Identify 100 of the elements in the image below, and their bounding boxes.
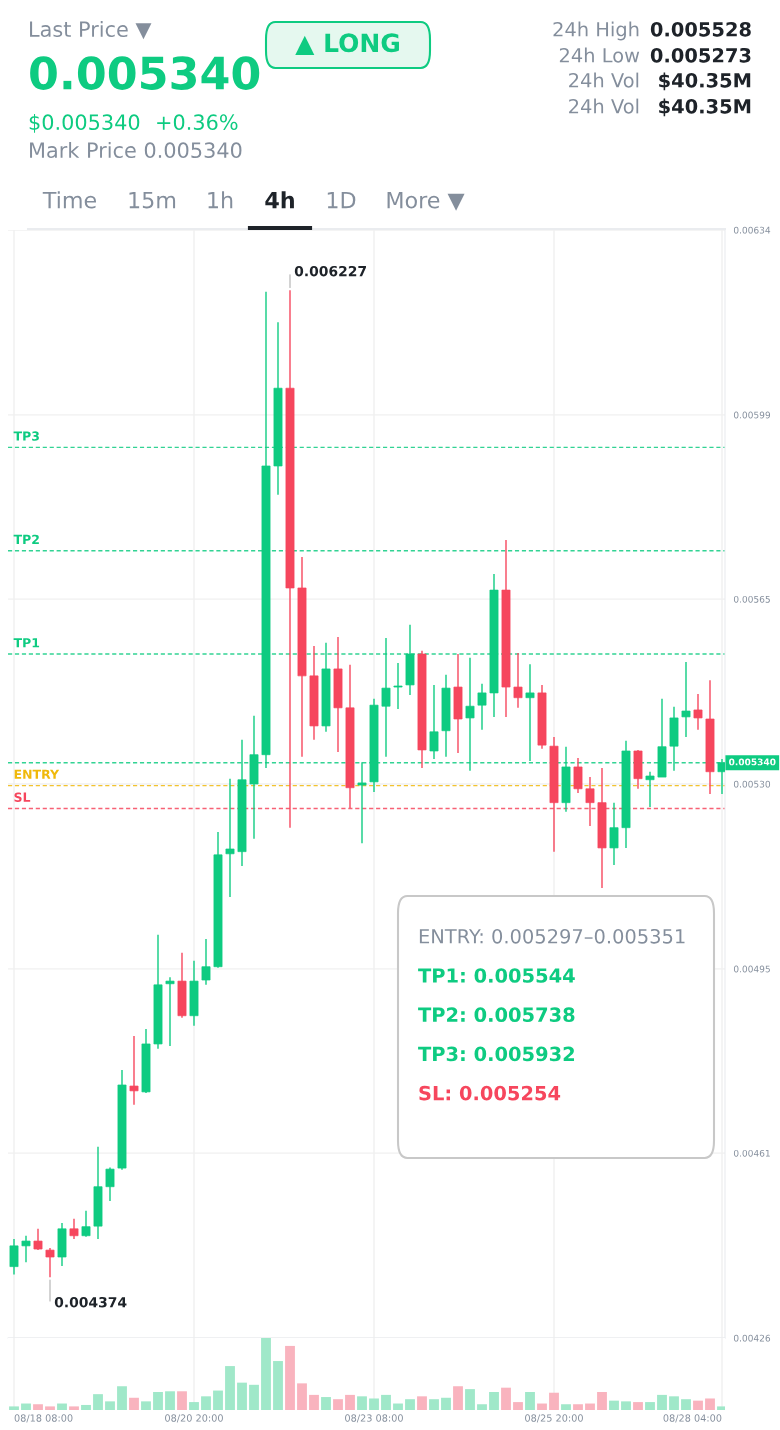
bar xyxy=(165,1391,175,1410)
y-tick-label: 0.00634 xyxy=(733,226,771,234)
bar xyxy=(441,1397,451,1410)
x-tick-label: 08/25 20:00 xyxy=(525,1414,583,1423)
y-tick-label: 0.00565 xyxy=(733,595,770,603)
ref-line-label: TP1 xyxy=(13,638,40,648)
text: 0.005528 xyxy=(650,21,751,37)
text: 15m xyxy=(129,191,176,209)
bar xyxy=(561,1404,571,1410)
bar xyxy=(201,1396,211,1410)
y-tick-label: 0.00599 xyxy=(733,411,771,419)
bar xyxy=(537,1403,547,1410)
text: Time xyxy=(42,191,96,209)
text: More ▼ xyxy=(387,191,465,211)
x-tick-label: 08/20 20:00 xyxy=(165,1414,223,1423)
bar xyxy=(657,1394,667,1410)
ref-line-label: 0.005340 xyxy=(729,758,776,766)
ref-line-label: TP3 xyxy=(13,431,39,441)
bar xyxy=(525,1392,535,1410)
bar xyxy=(453,1386,463,1410)
bar xyxy=(705,1398,715,1410)
y-tick-label: 0.00426 xyxy=(733,1334,771,1342)
bar xyxy=(429,1399,439,1410)
bar xyxy=(189,1402,199,1410)
y-tick-label: 0.00530 xyxy=(733,780,771,788)
candlestick xyxy=(105,1166,115,1202)
text: 24h Low xyxy=(559,47,640,63)
bar xyxy=(285,1345,295,1410)
bar xyxy=(345,1394,355,1410)
annotation: TP3: 0.005932 xyxy=(418,1046,574,1062)
text: 24h Vol xyxy=(569,98,639,114)
text: 4h xyxy=(265,191,294,209)
bar xyxy=(417,1396,427,1410)
candlestick xyxy=(9,1238,19,1276)
bar xyxy=(405,1399,415,1410)
bar xyxy=(21,1403,31,1410)
bar xyxy=(693,1400,703,1410)
y-tick-label: 0.00495 xyxy=(733,965,770,973)
bar xyxy=(117,1386,127,1410)
candlestick xyxy=(129,1035,139,1106)
bar xyxy=(573,1404,583,1410)
bar xyxy=(93,1394,103,1410)
bar xyxy=(489,1392,499,1410)
candlestick xyxy=(225,777,235,898)
text: $0.005340 xyxy=(29,113,140,133)
bar xyxy=(105,1401,115,1410)
bar xyxy=(45,1406,55,1410)
bar xyxy=(225,1366,235,1410)
bar xyxy=(585,1403,595,1410)
annotation: TP2: 0.005738 xyxy=(418,1007,575,1023)
annotation: SL: 0.005254 xyxy=(419,1085,561,1101)
text: Mark Price 0.005340 xyxy=(30,141,242,159)
candlestick xyxy=(69,1217,79,1240)
bar xyxy=(393,1403,403,1410)
bar xyxy=(249,1384,259,1410)
bar xyxy=(597,1392,607,1410)
bar xyxy=(57,1403,67,1410)
text: 24h Vol xyxy=(569,72,639,88)
bar xyxy=(309,1394,319,1410)
text: +0.36% xyxy=(157,114,238,131)
bar xyxy=(369,1398,379,1410)
text: 1h xyxy=(208,191,233,209)
candlestick xyxy=(681,661,691,738)
text: Last Price ▼ xyxy=(30,20,152,40)
bar xyxy=(513,1402,523,1410)
candlestick xyxy=(81,1209,91,1238)
bar xyxy=(261,1338,271,1410)
text: 0.005340 xyxy=(30,56,260,90)
candlestick xyxy=(513,652,523,709)
ref-line-label: TP2 xyxy=(13,534,39,544)
x-tick-label: 08/28 04:00 xyxy=(663,1414,722,1423)
candlestick xyxy=(645,771,655,808)
bar xyxy=(177,1391,187,1410)
bar xyxy=(717,1406,725,1410)
candlestick xyxy=(45,1247,55,1278)
bar xyxy=(609,1400,619,1410)
bar xyxy=(621,1401,631,1410)
bar xyxy=(9,1406,19,1410)
bar xyxy=(501,1387,511,1410)
candlestick xyxy=(393,662,403,710)
bar xyxy=(69,1406,79,1410)
bar xyxy=(669,1396,679,1410)
annotation: TP1: 0.005544 xyxy=(418,968,575,983)
text: ▲ LONG xyxy=(295,33,399,55)
text: 1D xyxy=(327,191,356,209)
bar xyxy=(381,1394,391,1410)
bar xyxy=(129,1397,139,1410)
bar xyxy=(333,1399,343,1410)
bar xyxy=(273,1361,283,1410)
bar xyxy=(357,1396,367,1410)
bar xyxy=(213,1390,223,1410)
ref-line-label: ENTRY xyxy=(14,769,60,779)
x-tick-label: 08/23 08:00 xyxy=(345,1414,403,1423)
bar xyxy=(681,1399,691,1410)
bar xyxy=(465,1389,475,1410)
candlestick xyxy=(429,684,439,760)
bar xyxy=(33,1404,43,1410)
bar xyxy=(645,1402,655,1410)
annotation: 0.006227 xyxy=(294,265,366,277)
bar xyxy=(477,1404,487,1410)
